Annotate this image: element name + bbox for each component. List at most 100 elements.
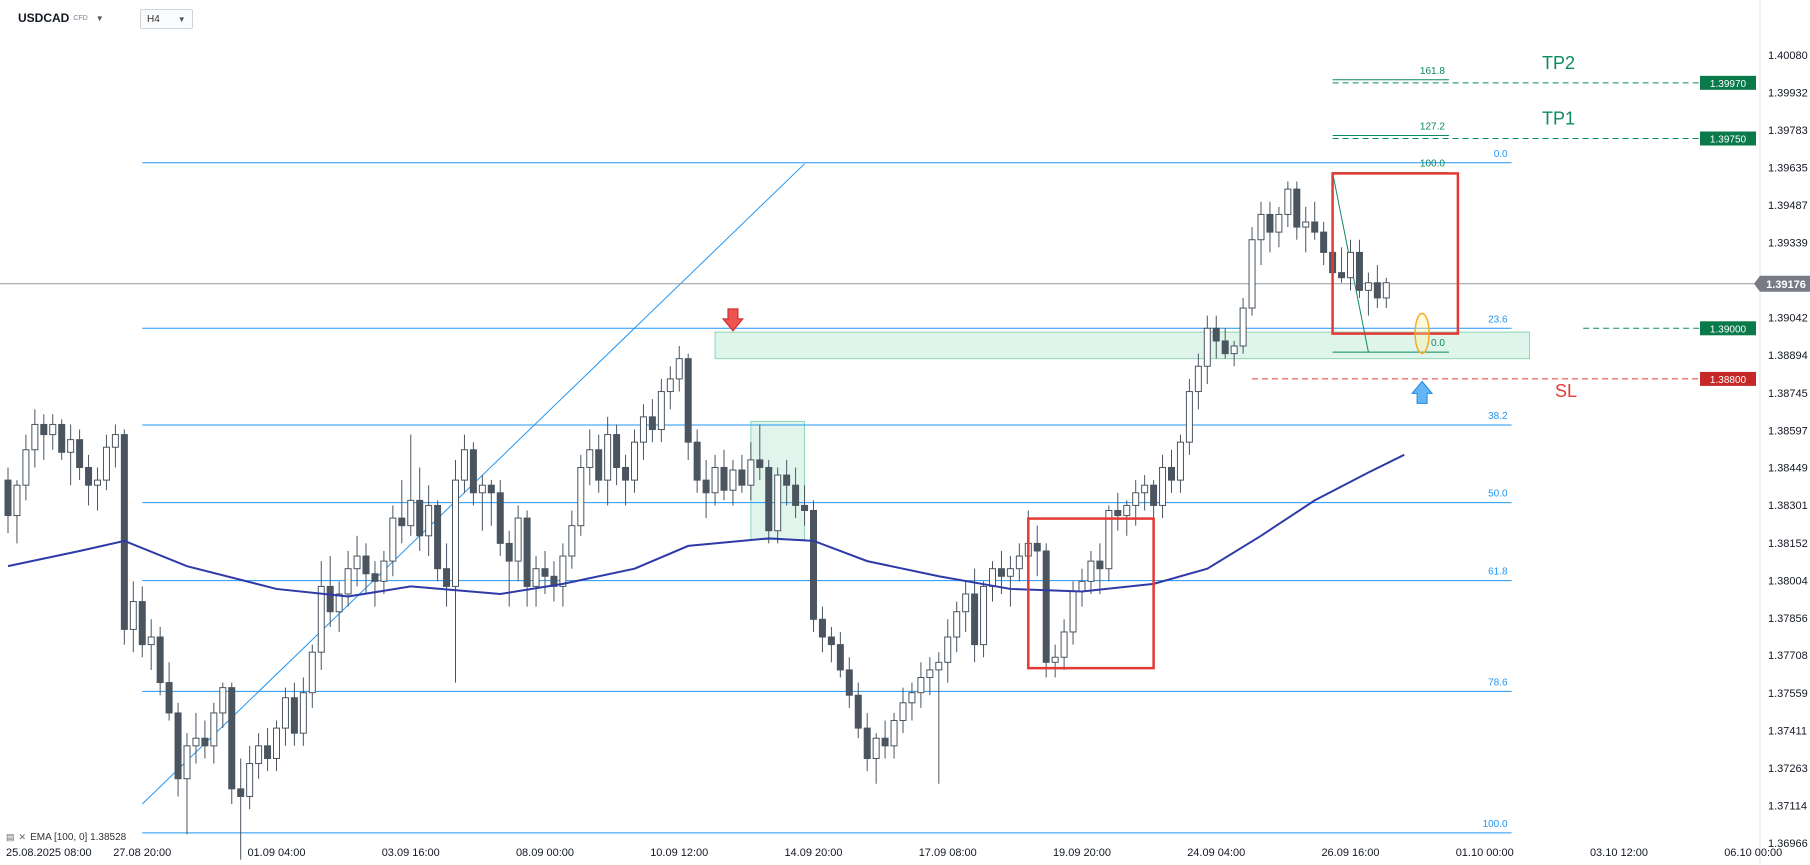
candle-bullish — [353, 555, 361, 570]
y-tick-label: 1.38894 — [1768, 350, 1808, 362]
candle-bearish — [264, 745, 272, 759]
arrow-up-marker — [1411, 380, 1434, 404]
candle-bullish — [1194, 365, 1202, 393]
ema-legend-text: EMA [100, 0] 1.38528 — [30, 832, 127, 843]
candle-bearish — [622, 466, 630, 481]
x-tick-label: 26.09 16:00 — [1321, 847, 1379, 859]
candle-bullish — [657, 391, 665, 431]
candle-bearish — [792, 484, 800, 506]
candle-bearish — [174, 712, 182, 780]
candle-bullish — [344, 568, 352, 595]
level-price-text: 1.39750 — [1710, 135, 1747, 146]
candle-bearish — [371, 573, 379, 582]
candle-bearish — [496, 492, 504, 544]
fib-extension-label: 161.8 — [1420, 66, 1445, 77]
candle-bearish — [845, 669, 853, 696]
candle-bearish — [138, 601, 146, 646]
candle-bullish — [1185, 391, 1193, 443]
candle-bullish — [1203, 327, 1211, 367]
y-tick-label: 1.39042 — [1768, 313, 1808, 325]
fib-level-label: 38.2 — [1488, 411, 1508, 422]
candle-bearish — [693, 441, 701, 481]
candle-bullish — [586, 449, 594, 468]
timeframe-selector[interactable]: H4 ▼ — [140, 9, 193, 29]
candle-bearish — [854, 694, 862, 729]
indicator-settings-icon[interactable]: ▤ — [6, 832, 15, 842]
candle-bearish — [738, 469, 746, 486]
level-price-text: 1.38800 — [1710, 375, 1747, 386]
y-tick-label: 1.38152 — [1768, 538, 1808, 550]
instrument-type: CFD — [73, 14, 88, 22]
candle-bearish — [1311, 221, 1319, 233]
candle-bullish — [1284, 188, 1292, 215]
candle-bearish — [1033, 542, 1041, 552]
candle-bearish — [156, 636, 164, 684]
y-tick-label: 1.38301 — [1768, 500, 1808, 512]
candle-bearish — [756, 459, 764, 468]
candle-bullish — [380, 560, 388, 582]
x-tick-label: 25.08.2025 08:00 — [6, 847, 92, 859]
candle-bearish — [550, 575, 558, 587]
y-tick-label: 1.37856 — [1768, 613, 1808, 625]
candle-bearish — [783, 474, 791, 486]
fib-extension-label: 100.0 — [1420, 159, 1445, 170]
candle-bullish — [917, 677, 925, 694]
candle-bearish — [434, 504, 442, 570]
candle-bullish — [1132, 492, 1140, 506]
candle-bullish — [281, 697, 289, 729]
candle-bullish — [1006, 568, 1014, 577]
candle-bearish — [4, 479, 12, 517]
candle-bullish — [1257, 213, 1265, 241]
current-price-tag — [1754, 275, 1810, 292]
candle-bullish — [631, 441, 638, 481]
close-icon[interactable]: ✕ — [18, 832, 27, 842]
candle-bullish — [872, 737, 880, 759]
candle-bearish — [1355, 251, 1363, 291]
candle-bullish — [219, 687, 227, 714]
candle-bullish — [460, 449, 468, 481]
candle-bullish — [478, 484, 486, 494]
x-tick-label: 06.10 00:00 — [1724, 847, 1782, 859]
candle-bullish — [1159, 466, 1167, 506]
candle-bearish — [1212, 327, 1220, 342]
candle-bearish — [648, 416, 656, 431]
y-tick-label: 1.39783 — [1768, 125, 1808, 137]
candle-bullish — [890, 720, 898, 747]
candle-bullish — [49, 423, 57, 436]
candle-bearish — [326, 585, 334, 613]
candle-bearish — [1320, 231, 1328, 253]
candle-bullish — [1123, 504, 1131, 517]
fib-level-label: 23.6 — [1488, 314, 1508, 325]
candle-bearish — [836, 644, 844, 671]
current-price-text: 1.39176 — [1766, 279, 1806, 291]
candle-bearish — [1338, 272, 1346, 279]
candle-bearish — [201, 737, 209, 747]
candle-bullish — [953, 611, 961, 638]
x-tick-label: 03.10 12:00 — [1590, 847, 1648, 859]
fib-extension-label: 0.0 — [1431, 338, 1445, 349]
symbol-selector[interactable]: USDCAD CFD ▼ — [18, 9, 104, 27]
candle-bullish — [577, 466, 585, 527]
x-tick-label: 08.09 00:00 — [516, 847, 574, 859]
candle-bullish — [1302, 221, 1310, 228]
candle-bearish — [1221, 340, 1229, 355]
candle-bullish — [308, 651, 316, 694]
candle-bullish — [908, 692, 916, 704]
y-tick-label: 1.37708 — [1768, 650, 1808, 662]
indicator-legend[interactable]: ▤ ✕ EMA [100, 0] 1.38528 — [6, 832, 126, 843]
candle-bearish — [362, 555, 370, 575]
candle-bullish — [532, 568, 540, 587]
candle-bullish — [1078, 580, 1086, 592]
candle-bullish — [1176, 441, 1184, 481]
x-tick-label: 24.09 04:00 — [1187, 847, 1245, 859]
x-tick-label: 19.09 20:00 — [1053, 847, 1111, 859]
candle-bullish — [317, 585, 325, 653]
x-tick-label: 17.09 08:00 — [919, 847, 977, 859]
candle-bullish — [1105, 509, 1113, 570]
fib-level-label: 100.0 — [1483, 819, 1508, 830]
candle-bearish — [971, 593, 979, 646]
candle-bullish — [1051, 656, 1059, 663]
candle-bullish — [192, 737, 200, 747]
y-tick-label: 1.39339 — [1768, 238, 1808, 250]
